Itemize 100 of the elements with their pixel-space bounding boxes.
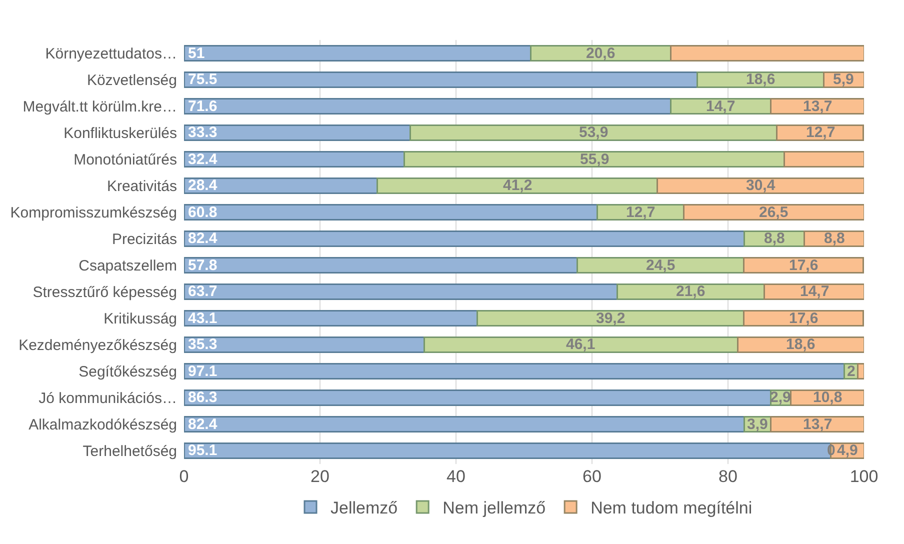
data-label: 28.4 bbox=[188, 177, 218, 194]
data-label: 32.4 bbox=[188, 151, 218, 168]
bar bbox=[742, 310, 864, 326]
data-label: 8,8 bbox=[764, 230, 785, 247]
data-label: 8,8 bbox=[824, 230, 845, 247]
x-tick-label: 60 bbox=[582, 467, 602, 486]
y-tick-label: Monotóniatűrés bbox=[74, 152, 177, 168]
bar bbox=[770, 98, 864, 114]
data-label: 3,9 bbox=[747, 416, 768, 433]
data-label: 17,6 bbox=[789, 257, 818, 274]
bar bbox=[184, 98, 672, 114]
y-tick-label: Környezettudatos… bbox=[45, 46, 177, 62]
data-label: 35.3 bbox=[188, 336, 218, 353]
data-label: 4,9 bbox=[837, 442, 858, 459]
bar bbox=[736, 336, 864, 353]
data-label: 17,6 bbox=[789, 310, 818, 327]
bar bbox=[576, 257, 744, 274]
data-label: 60.8 bbox=[188, 204, 218, 221]
y-tick-label: Kompromisszumkészség bbox=[10, 204, 177, 222]
bar bbox=[696, 72, 825, 88]
y-tick-label: Jó kommunikációs… bbox=[38, 390, 177, 407]
bar bbox=[670, 98, 772, 114]
bar bbox=[530, 45, 672, 62]
bar bbox=[776, 124, 864, 141]
x-tick-label: 20 bbox=[310, 467, 330, 486]
y-tick-label: Csapatszellem bbox=[78, 258, 177, 274]
bar bbox=[670, 45, 864, 62]
x-tick-label: 100 bbox=[850, 467, 878, 486]
data-label: 57.8 bbox=[188, 257, 218, 274]
y-tick-label: Kritikusság bbox=[104, 310, 177, 328]
legend-label: Nem jellemző bbox=[442, 498, 546, 518]
data-label: 12,7 bbox=[626, 204, 656, 221]
bar bbox=[184, 204, 598, 220]
bar bbox=[376, 178, 658, 194]
data-label: 18,6 bbox=[786, 336, 816, 353]
data-label: 20,6 bbox=[586, 45, 616, 62]
data-label: 86.3 bbox=[188, 389, 218, 406]
bar bbox=[596, 204, 685, 220]
y-tick-label: Megvált.tt körülm.kre… bbox=[22, 98, 177, 116]
bar bbox=[184, 416, 746, 432]
data-label: 24,5 bbox=[646, 257, 676, 274]
legend-label: Jellemző bbox=[330, 498, 398, 518]
y-tick-label: Alkalmazkodókészség bbox=[28, 416, 177, 434]
bar bbox=[784, 151, 864, 168]
data-label: 14,7 bbox=[706, 98, 736, 115]
bar bbox=[184, 284, 618, 300]
bar bbox=[616, 284, 765, 300]
data-label: 10,8 bbox=[813, 389, 842, 406]
data-label: 21,6 bbox=[676, 283, 706, 300]
y-tick-label: Konfliktuskerülés bbox=[64, 125, 177, 142]
data-label: 2 bbox=[847, 363, 856, 380]
bar bbox=[410, 124, 778, 141]
data-label: 0 bbox=[827, 442, 836, 459]
bar bbox=[742, 257, 864, 274]
data-label: 82.4 bbox=[188, 230, 218, 247]
bar bbox=[763, 284, 864, 300]
data-label: 95.1 bbox=[188, 442, 218, 459]
data-label: 43.1 bbox=[188, 310, 218, 327]
data-label: 51 bbox=[188, 45, 205, 62]
bar bbox=[184, 257, 578, 274]
x-tick-label: 0 bbox=[179, 467, 189, 486]
bar bbox=[184, 310, 478, 326]
x-tick-label: 80 bbox=[718, 467, 738, 486]
y-tick-label: Segítőkészség bbox=[78, 364, 177, 380]
bar bbox=[656, 178, 864, 194]
bar bbox=[184, 151, 406, 168]
bar bbox=[184, 230, 746, 247]
y-tick-label: Kreativitás bbox=[106, 178, 177, 195]
y-tick-label: Közvetlenség bbox=[86, 72, 177, 89]
y-tick-label: Kezdeményezőkészség bbox=[18, 337, 177, 354]
data-label: 75.5 bbox=[188, 71, 218, 88]
bar bbox=[184, 72, 698, 88]
x-tick-label: 40 bbox=[446, 467, 466, 486]
data-label: 26,5 bbox=[759, 204, 788, 221]
data-label: 97.1 bbox=[188, 363, 218, 380]
data-label: 30,4 bbox=[746, 177, 776, 194]
data-label: 46,1 bbox=[566, 336, 596, 353]
bar bbox=[184, 390, 772, 406]
data-label: 82.4 bbox=[188, 416, 218, 433]
bar bbox=[683, 204, 864, 220]
data-label: 71.6 bbox=[188, 98, 218, 115]
data-label: 33.3 bbox=[188, 124, 218, 141]
bar bbox=[404, 151, 786, 168]
bar bbox=[184, 178, 378, 194]
bar bbox=[184, 45, 532, 62]
data-label: 63.7 bbox=[188, 283, 218, 300]
data-label: 18,6 bbox=[746, 71, 776, 88]
data-label: 13,7 bbox=[803, 98, 832, 115]
data-label: 12,7 bbox=[806, 124, 836, 141]
data-label: 13,7 bbox=[803, 416, 832, 433]
data-label: 41,2 bbox=[503, 177, 532, 194]
bar bbox=[476, 310, 744, 326]
bar bbox=[184, 363, 846, 380]
data-label: 39,2 bbox=[596, 310, 626, 327]
bar bbox=[184, 124, 412, 141]
y-tick-label: Stressztűrő képesség bbox=[32, 284, 177, 301]
bar bbox=[423, 336, 738, 353]
data-label: 55,9 bbox=[580, 151, 610, 168]
bar bbox=[770, 416, 864, 432]
legend-label: Nem tudom megítélni bbox=[590, 498, 752, 518]
